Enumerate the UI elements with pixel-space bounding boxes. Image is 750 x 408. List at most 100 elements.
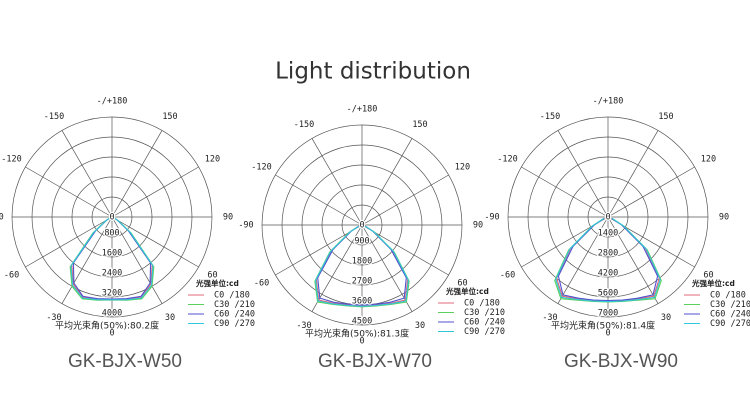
legend-label: C60 /240 xyxy=(214,310,255,320)
angle-tick-label: -120 xyxy=(251,163,271,173)
radial-grid-circle xyxy=(547,156,669,278)
angle-tick-label: 60 xyxy=(207,271,217,281)
angle-grid-line xyxy=(521,166,609,218)
angle-grid-line xyxy=(361,174,449,226)
radial-tick-label: 1400 xyxy=(598,229,618,239)
intensity-curve xyxy=(315,225,409,307)
radial-grid-circle xyxy=(71,176,153,258)
radial-tick-label: 1600 xyxy=(102,249,122,259)
angle-tick-label: 120 xyxy=(455,163,470,173)
angle-grid-line xyxy=(61,130,113,218)
radial-tick-label: 3200 xyxy=(102,289,122,299)
radial-grid-circle xyxy=(587,196,629,238)
legend-label: C90 /270 xyxy=(464,327,505,337)
radial-tick-label: 4000 xyxy=(102,309,122,319)
radial-tick-label: 2800 xyxy=(598,249,618,259)
legend-label: C30 /210 xyxy=(214,300,255,310)
model-caption: GK-BJX-W90 xyxy=(564,351,678,372)
angle-tick-label: -150 xyxy=(294,120,314,130)
angle-grid-line xyxy=(111,166,199,218)
radial-tick-label: 2700 xyxy=(352,277,372,287)
radial-grid-circle xyxy=(341,204,383,246)
angle-grid-line xyxy=(557,216,609,304)
radial-grid-circle xyxy=(51,156,173,278)
angle-tick-label: 0 xyxy=(109,329,114,339)
radial-tick-label: 1800 xyxy=(352,257,372,267)
angle-tick-label: -30 xyxy=(46,313,61,323)
angle-tick-label: -150 xyxy=(44,112,64,122)
legend-label: C0 /180 xyxy=(464,299,500,309)
legend-title: 光强单位:cd xyxy=(445,286,489,296)
polar-chart: -/+180 150 120 90 60 30 0 -30 -60 -90 -120 -150 0 800… xyxy=(0,97,255,373)
page-title: Light distribution xyxy=(275,59,471,85)
legend-label: C90 /270 xyxy=(214,319,255,329)
polar-chart: -/+180 150 120 90 60 30 0 -30 -60 -90 -120 -150 0 900… xyxy=(238,105,505,373)
radial-tick-label: 900 xyxy=(354,237,369,247)
radial-tick-label: 3600 xyxy=(352,297,372,307)
angle-tick-label: 0 xyxy=(359,337,364,347)
legend-label: C30 /210 xyxy=(464,308,505,318)
intensity-curve xyxy=(555,218,661,303)
angle-grid-line xyxy=(607,216,659,304)
radial-tick-label: 4200 xyxy=(598,269,618,279)
model-caption: GK-BJX-W70 xyxy=(318,351,432,372)
radial-grid-circle xyxy=(31,136,193,298)
intensity-curve xyxy=(557,217,659,302)
radial-grid-circle xyxy=(527,136,689,298)
angle-grid-line xyxy=(557,130,609,218)
angle-tick-label: 150 xyxy=(658,112,673,122)
radial-grid-circle xyxy=(261,124,463,326)
angle-tick-label: 90 xyxy=(223,213,233,223)
beam-angle-note: 平均光束角(50%):80.2度 xyxy=(55,320,159,332)
radial-grid-circle xyxy=(321,184,403,266)
legend-label: C0 /180 xyxy=(710,291,746,301)
legend-label: C0 /180 xyxy=(214,291,250,301)
beam-angle-note: 平均光束角(50%):81.4度 xyxy=(551,320,655,332)
legend-label: C30 /210 xyxy=(710,300,750,310)
intensity-curve xyxy=(72,216,152,300)
angle-tick-label: 150 xyxy=(412,120,427,130)
angle-grid-line xyxy=(361,224,449,276)
model-caption: GK-BJX-W50 xyxy=(68,351,182,372)
angle-tick-label: 90 xyxy=(719,213,729,223)
angle-tick-label: 60 xyxy=(703,271,713,281)
angle-tick-label: 120 xyxy=(701,155,716,165)
angle-grid-line xyxy=(607,130,659,218)
angle-tick-label: -90 xyxy=(484,213,499,223)
angle-tick-label: -120 xyxy=(497,155,517,165)
radial-grid-circle xyxy=(507,116,709,318)
radial-tick-label: 0 xyxy=(109,213,114,223)
angle-grid-line xyxy=(111,130,163,218)
radial-tick-label: 5600 xyxy=(598,289,618,299)
angle-tick-label: 30 xyxy=(415,321,425,331)
angle-tick-label: 30 xyxy=(661,313,671,323)
legend-title: 光强单位:cd xyxy=(691,278,735,288)
radial-grid-circle xyxy=(301,164,423,286)
angle-tick-label: -60 xyxy=(254,279,269,289)
radial-tick-label: 0 xyxy=(605,213,610,223)
angle-grid-line xyxy=(111,216,199,268)
intensity-curve xyxy=(70,217,154,301)
angle-grid-line xyxy=(61,216,113,304)
angle-tick-label: -90 xyxy=(0,213,4,223)
legend-label: C90 /270 xyxy=(710,319,750,329)
radial-tick-label: 2400 xyxy=(102,269,122,279)
radial-tick-label: 0 xyxy=(359,221,364,231)
legend-label: C60 /240 xyxy=(464,318,505,328)
angle-tick-label: 120 xyxy=(205,155,220,165)
angle-tick-label: -/+180 xyxy=(97,97,128,107)
angle-tick-label: -60 xyxy=(4,271,19,281)
angle-tick-label: -60 xyxy=(500,271,515,281)
angle-tick-label: -150 xyxy=(540,112,560,122)
legend-label: C60 /240 xyxy=(710,310,750,320)
angle-grid-line xyxy=(25,216,113,268)
polar-chart: -/+180 150 120 90 60 30 0 -30 -60 -90 -120 -150 0 140… xyxy=(484,97,750,373)
angle-tick-label: 150 xyxy=(162,112,177,122)
radial-tick-label: 800 xyxy=(104,229,119,239)
angle-tick-label: 90 xyxy=(473,221,483,231)
angle-tick-label: 0 xyxy=(605,329,610,339)
angle-tick-label: -30 xyxy=(296,321,311,331)
radial-grid-circle xyxy=(91,196,133,238)
angle-tick-label: -/+180 xyxy=(593,97,624,107)
